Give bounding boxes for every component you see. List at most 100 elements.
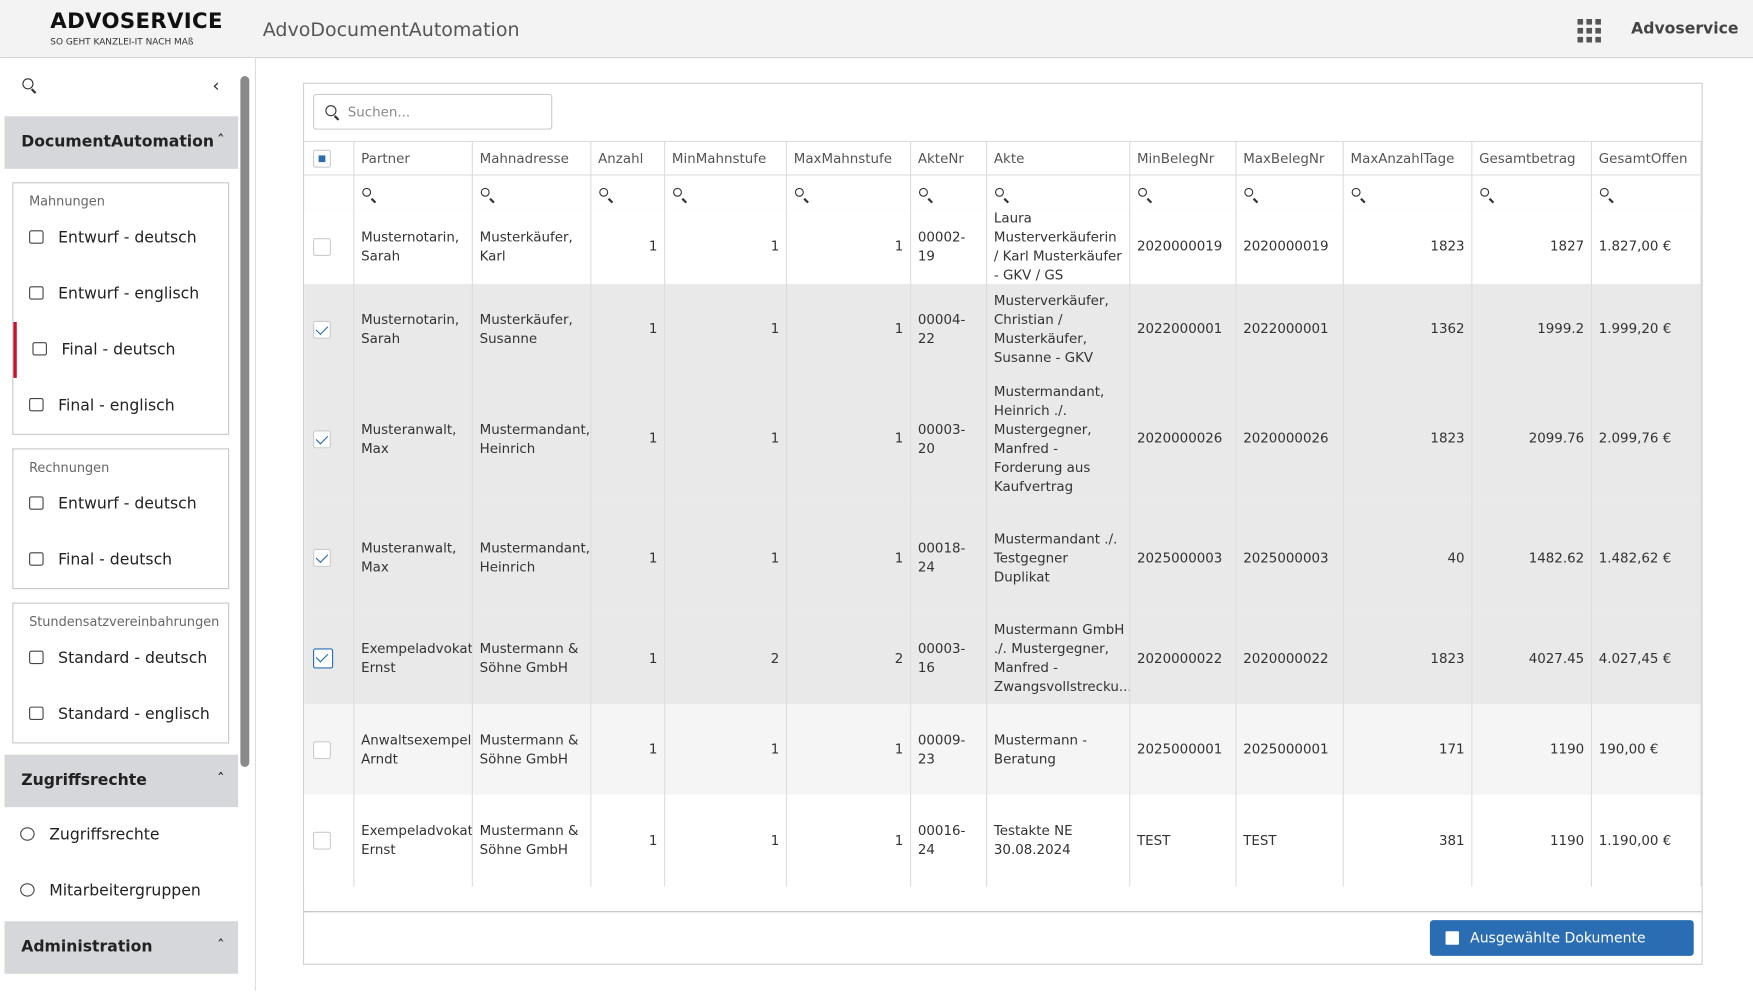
column-header[interactable]: GesamtOffen — [1592, 141, 1702, 176]
filter-cell — [304, 175, 355, 211]
app-title: AdvoDocumentAutomation — [262, 19, 520, 42]
column-header[interactable]: MaxMahnstufe — [787, 141, 912, 176]
column-header[interactable]: Gesamtbetrag — [1472, 141, 1593, 176]
table-cell: 00009-23 — [911, 704, 988, 795]
section-header[interactable]: DocumentAutomation ˆ — [4, 116, 239, 169]
select-cell — [304, 612, 355, 705]
column-header[interactable]: MinBelegNr — [1130, 141, 1237, 176]
table-row[interactable]: Exempeladvokat, Ernst Mustermann & Söhne … — [304, 794, 1702, 887]
table-row[interactable]: Musternotarin, Sarah Musterkäufer, Karl 1 1… — [304, 209, 1702, 284]
table-cell: 1.999,20 € — [1592, 283, 1702, 375]
column-header[interactable]: MinMahnstufe — [665, 141, 788, 176]
table-cell: 1 — [787, 374, 912, 504]
table-cell: 1 — [591, 503, 666, 613]
table-cell: Mustermann & Söhne GmbH — [473, 794, 592, 887]
table-cell: Musterkäufer, Susanne — [473, 283, 592, 375]
column-filter[interactable] — [1472, 175, 1593, 211]
column-filter[interactable] — [354, 175, 473, 211]
table-cell: Musternotarin, Sarah — [354, 283, 473, 375]
row-checkbox[interactable] — [313, 320, 331, 339]
section-title: DocumentAutomation — [21, 133, 215, 151]
menu-item[interactable]: Final - deutsch — [13, 321, 228, 378]
menu-item[interactable]: Mitarbeitergruppen — [4, 863, 238, 919]
table-cell: 00018-24 — [911, 503, 988, 613]
user-name[interactable]: Advoservice — [1631, 20, 1739, 39]
table-cell: 2 — [665, 612, 788, 705]
table-cell: Mustermann & Söhne GmbH — [473, 612, 592, 705]
table-cell: 1190 — [1472, 794, 1593, 887]
item-icon — [20, 883, 35, 897]
column-header[interactable]: Partner — [354, 141, 473, 176]
table-row[interactable]: Musternotarin, Sarah Musterkäufer, Susann… — [304, 283, 1702, 375]
select-cell — [304, 503, 355, 613]
row-checkbox[interactable] — [313, 548, 331, 567]
column-header[interactable]: Mahnadresse — [472, 141, 592, 176]
row-checkbox[interactable] — [313, 648, 334, 669]
table-cell: 1.482,62 € — [1592, 503, 1702, 613]
table-row[interactable]: Musteranwalt, Max Mustermandant, Heinrich… — [304, 503, 1702, 613]
menu-item[interactable]: Final - englisch — [13, 378, 228, 434]
column-filter[interactable] — [987, 175, 1131, 211]
table-row[interactable]: Anwaltsexempel, Arndt Mustermann & Söhne … — [304, 704, 1702, 795]
table-cell: 2025000001 — [1236, 704, 1344, 795]
create-documents-button[interactable]: Ausgewählte Dokumente erstellen — [1429, 920, 1694, 982]
table-cell: Mustermann - Beratung — [987, 704, 1131, 795]
table-cell: 2020000022 — [1130, 612, 1237, 705]
table-cell: 40 — [1344, 503, 1473, 613]
row-checkbox[interactable] — [313, 237, 331, 256]
chevron-icon: ˆ — [216, 133, 225, 151]
menu-item[interactable]: Standard - deutsch — [13, 631, 228, 687]
table-cell: 00003-20 — [911, 374, 988, 504]
column-filter[interactable] — [911, 175, 988, 211]
table-cell: 2 — [787, 612, 912, 705]
section-header[interactable]: Administration ˆ — [4, 921, 239, 974]
table-cell: 1 — [665, 209, 788, 284]
table-cell: 1 — [665, 374, 788, 504]
section-header[interactable]: Zugriffsrechte ˆ — [4, 754, 239, 808]
search-placeholder: Suchen... — [347, 103, 411, 120]
collapse-icon[interactable]: ‹ — [212, 74, 220, 97]
column-filter[interactable] — [472, 175, 592, 211]
table-row[interactable]: Musteranwalt, Max Mustermandant, Heinrich… — [304, 374, 1702, 504]
column-filter[interactable] — [787, 175, 912, 211]
menu-item[interactable]: Final - deutsch — [13, 532, 228, 588]
apps-icon[interactable] — [1577, 19, 1601, 43]
row-checkbox[interactable] — [313, 740, 331, 759]
column-header[interactable]: Anzahl — [591, 141, 666, 176]
table-cell: 2022000001 — [1236, 283, 1344, 375]
column-filter[interactable] — [1130, 175, 1237, 211]
menu-item[interactable]: Entwurf - deutsch — [13, 476, 228, 532]
column-filter[interactable] — [591, 175, 666, 211]
table-cell: 4.027,45 € — [1592, 612, 1702, 705]
column-filter[interactable] — [1592, 175, 1702, 211]
column-header[interactable]: MaxAnzahlTage — [1343, 141, 1473, 176]
table-cell: 4027.45 — [1472, 612, 1593, 705]
table-cell: Musterverkäufer, Christian / Musterkäufe… — [987, 283, 1131, 375]
menu-item[interactable]: Zugriffsrechte — [4, 807, 238, 863]
table-cell: Musteranwalt, Max — [354, 374, 473, 504]
column-header[interactable]: MaxBelegNr — [1236, 141, 1344, 176]
search-input[interactable]: Suchen... — [313, 93, 553, 130]
column-header[interactable]: Akte — [987, 141, 1131, 176]
table-row[interactable]: Exempeladvokat, Ernst Mustermann & Söhne … — [304, 612, 1702, 705]
search-icon[interactable] — [22, 78, 34, 90]
table-cell: 00016-24 — [911, 794, 988, 887]
table-cell: 1 — [591, 794, 666, 887]
column-header[interactable]: AkteNr — [911, 141, 988, 176]
table-cell: Anwaltsexempel, Arndt — [354, 704, 473, 795]
header-cell[interactable] — [304, 141, 355, 176]
row-checkbox[interactable] — [313, 429, 331, 448]
column-filter[interactable] — [665, 175, 788, 211]
column-filter[interactable] — [1343, 175, 1473, 211]
select-cell — [304, 209, 355, 284]
table-cell: 1190 — [1472, 704, 1593, 795]
menu-item[interactable]: Entwurf - englisch — [13, 266, 228, 322]
select-all-checkbox[interactable] — [313, 149, 331, 168]
menu-item[interactable]: Standard - englisch — [13, 686, 228, 742]
column-filter[interactable] — [1236, 175, 1344, 211]
scrollbar[interactable] — [240, 76, 250, 767]
chevron-icon: ˆ — [216, 937, 225, 956]
menu-item[interactable]: Entwurf - deutsch — [13, 210, 228, 266]
row-checkbox[interactable] — [313, 831, 331, 850]
